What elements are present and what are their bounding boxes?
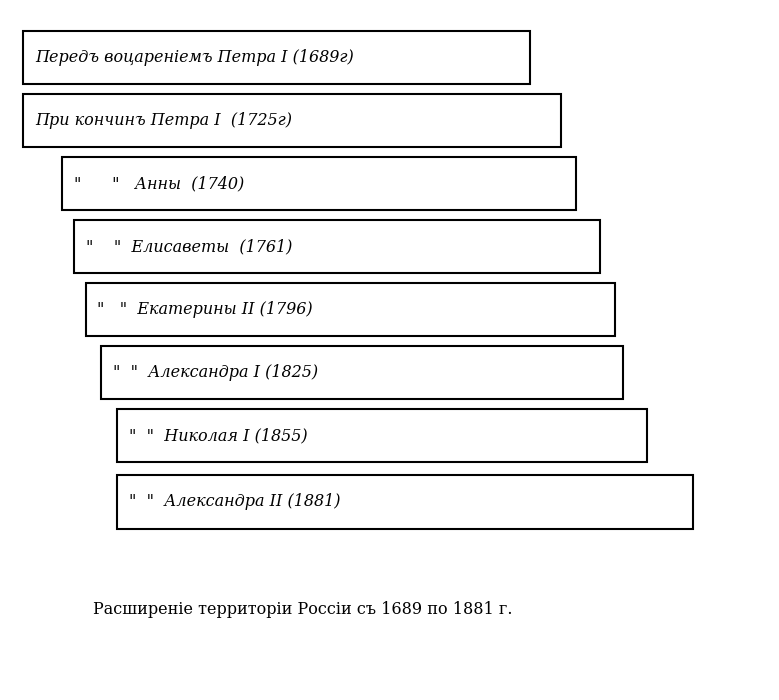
FancyBboxPatch shape xyxy=(62,157,576,210)
FancyBboxPatch shape xyxy=(74,220,600,273)
Text: "  "  Александра I (1825): " " Александра I (1825) xyxy=(113,364,318,381)
Text: "   "  Екатерины II (1796): " " Екатерины II (1796) xyxy=(97,301,313,318)
FancyBboxPatch shape xyxy=(86,283,615,336)
Text: "  "  Александра II (1881): " " Александра II (1881) xyxy=(129,494,340,510)
FancyBboxPatch shape xyxy=(23,31,530,84)
FancyBboxPatch shape xyxy=(101,346,623,399)
Text: "  "  Николая I (1855): " " Николая I (1855) xyxy=(129,427,307,444)
Text: Расширенiе территорiи Россiи съ 1689 по 1881 г.: Расширенiе территорiи Россiи съ 1689 по … xyxy=(93,601,513,617)
Text: При кончинъ Петра I  (1725г): При кончинъ Петра I (1725г) xyxy=(35,112,292,129)
Text: Передъ воцаренiемъ Петра I (1689г): Передъ воцаренiемъ Петра I (1689г) xyxy=(35,49,354,66)
FancyBboxPatch shape xyxy=(117,475,693,528)
Text: "    "  Елисаветы  (1761): " " Елисаветы (1761) xyxy=(86,238,292,255)
FancyBboxPatch shape xyxy=(117,409,647,462)
FancyBboxPatch shape xyxy=(23,94,561,147)
Text: "      "   Анны  (1740): " " Анны (1740) xyxy=(74,175,245,192)
